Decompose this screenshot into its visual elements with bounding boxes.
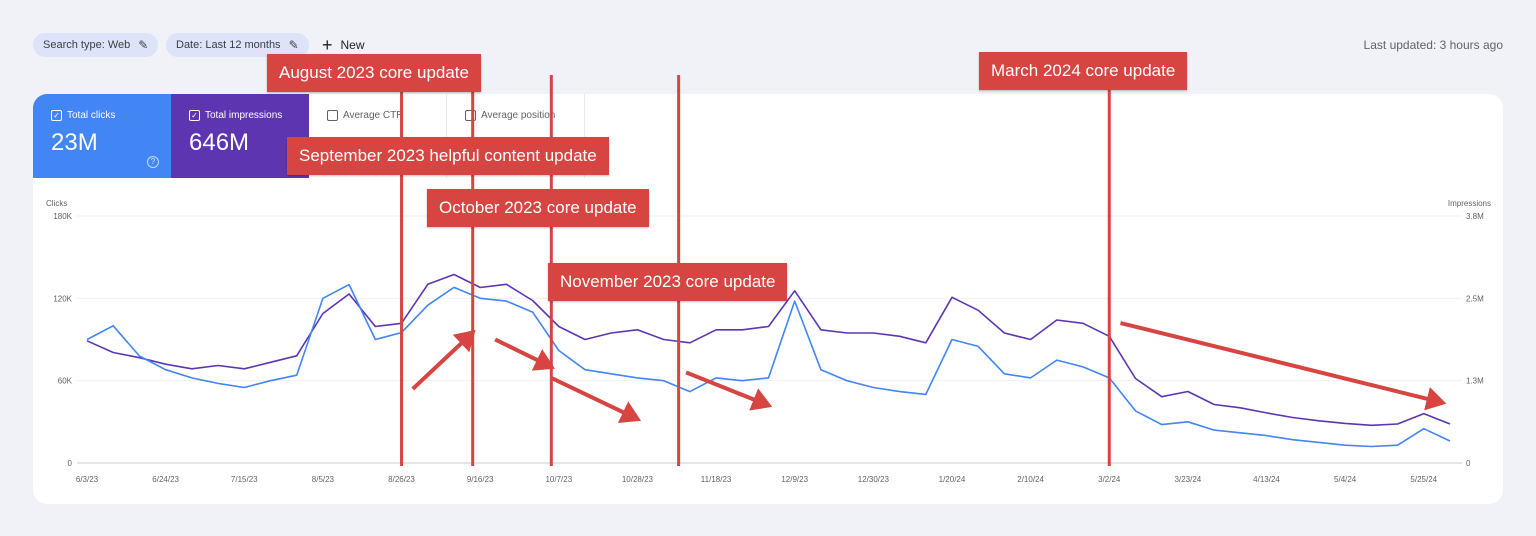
- y-right-tick-label: 1.3M: [1466, 377, 1484, 386]
- annotation-label: October 2023 core update: [427, 189, 649, 227]
- search-type-filter-chip[interactable]: Search type: Web ✎: [33, 33, 159, 57]
- x-tick-label: 6/3/23: [76, 475, 99, 484]
- trend-arrow: [1120, 321, 1447, 411]
- last-updated-text: Last updated: 3 hours ago: [1363, 38, 1503, 52]
- x-tick-label: 10/7/23: [545, 475, 572, 484]
- checkbox-checked-icon[interactable]: ✓: [189, 110, 200, 121]
- date-filter-chip[interactable]: Date: Last 12 months ✎: [166, 33, 309, 57]
- search-type-label: Search type: Web: [43, 39, 131, 51]
- date-label: Date: Last 12 months: [176, 39, 281, 51]
- x-tick-label: 8/5/23: [312, 475, 335, 484]
- y-left-axis-label: Clicks: [46, 199, 67, 208]
- x-tick-label: 8/26/23: [388, 475, 415, 484]
- y-right-tick-label: 0: [1466, 459, 1471, 468]
- x-tick-label: 2/10/24: [1017, 475, 1044, 484]
- checkbox-checked-icon[interactable]: ✓: [51, 110, 62, 121]
- annotation-label: March 2024 core update: [979, 52, 1188, 90]
- total-impressions-value: 646M: [189, 129, 250, 156]
- x-tick-label: 12/9/23: [781, 475, 808, 484]
- total-clicks-tile[interactable]: ✓ Total clicks 23M ?: [33, 94, 171, 178]
- trend-arrow: [550, 376, 642, 424]
- pencil-icon[interactable]: ✎: [138, 38, 149, 52]
- checkbox-unchecked-icon[interactable]: [327, 110, 338, 121]
- y-right-tick-label: 3.8M: [1466, 212, 1484, 221]
- x-tick-label: 9/16/23: [467, 475, 494, 484]
- average-position-label: Average position: [481, 110, 556, 121]
- x-tick-label: 3/2/24: [1098, 475, 1121, 484]
- x-tick-label: 10/28/23: [622, 475, 654, 484]
- x-tick-label: 3/23/24: [1175, 475, 1202, 484]
- x-tick-label: 7/15/23: [231, 475, 258, 484]
- x-tick-label: 5/25/24: [1410, 475, 1437, 484]
- y-left-tick-label: 60K: [58, 377, 73, 386]
- trend-arrow: [494, 337, 555, 371]
- y-right-tick-label: 2.5M: [1466, 294, 1484, 303]
- annotation-label: November 2023 core update: [548, 263, 788, 301]
- total-impressions-label: Total impressions: [205, 110, 283, 121]
- clicks-series-line: [86, 283, 1451, 448]
- x-tick-label: 5/4/24: [1334, 475, 1357, 484]
- annotation-label: August 2023 core update: [267, 54, 481, 92]
- x-tick-label: 12/30/23: [858, 475, 890, 484]
- x-tick-label: 11/18/23: [701, 475, 732, 484]
- new-filter-label: New: [340, 38, 365, 52]
- annotation-label: September 2023 helpful content update: [287, 137, 609, 175]
- total-clicks-value: 23M: [51, 129, 98, 156]
- y-left-tick-label: 180K: [53, 212, 72, 221]
- y-left-tick-label: 0: [68, 459, 73, 468]
- x-tick-label: 1/20/24: [939, 475, 966, 484]
- checkbox-unchecked-icon[interactable]: [465, 110, 476, 121]
- impressions-series-line: [86, 273, 1451, 427]
- trend-arrow: [685, 370, 773, 411]
- y-left-tick-label: 120K: [53, 294, 72, 303]
- total-impressions-tile[interactable]: ✓ Total impressions 646M: [171, 94, 309, 178]
- x-tick-label: 4/13/24: [1253, 475, 1280, 484]
- total-clicks-label: Total clicks: [67, 110, 116, 121]
- pencil-icon[interactable]: ✎: [288, 38, 299, 52]
- y-right-axis-label: Impressions: [1448, 199, 1491, 208]
- trend-arrow: [411, 329, 476, 391]
- plus-icon: +: [322, 35, 333, 55]
- help-icon[interactable]: ?: [147, 156, 159, 168]
- average-ctr-label: Average CTR: [343, 110, 404, 121]
- x-tick-label: 6/24/23: [152, 475, 179, 484]
- new-filter-button[interactable]: + New: [322, 33, 365, 57]
